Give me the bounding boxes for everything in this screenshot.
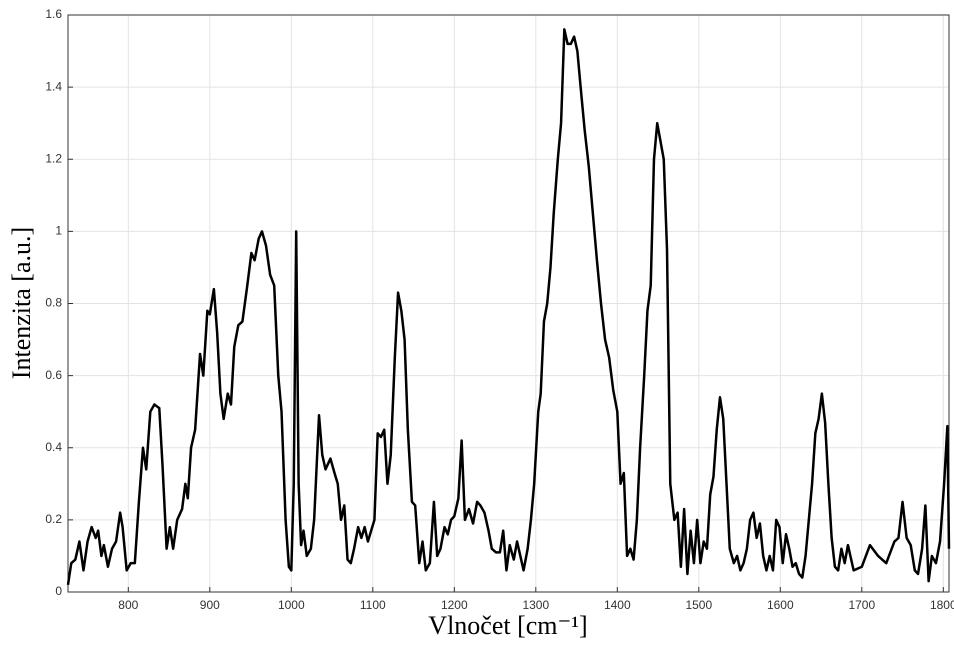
x-tick-label: 1500 (685, 598, 712, 612)
x-tick-label: 1100 (360, 598, 386, 612)
y-tick-label: 0 (55, 584, 62, 598)
y-tick-label: 1 (55, 224, 62, 238)
y-tick-label: 0.8 (45, 296, 62, 310)
x-tick-label: 900 (200, 598, 220, 612)
x-tick-label: 800 (118, 598, 138, 612)
x-tick-label: 1200 (441, 598, 468, 612)
plot-frame (67, 14, 950, 593)
y-axis-label: Intenzita [a.u.] (7, 227, 36, 379)
y-tick-label: 0.2 (45, 512, 62, 526)
y-tick-label: 1.2 (45, 151, 62, 165)
x-tick-label: 1700 (848, 598, 875, 612)
x-tick-label: 1800 (930, 598, 954, 612)
x-tick-label: 1300 (522, 598, 549, 612)
y-tick-label: 0.4 (45, 440, 62, 454)
y-tick-label: 1.6 (45, 7, 62, 21)
y-tick-label: 1.4 (45, 79, 62, 93)
x-tick-label: 1400 (604, 598, 631, 612)
x-axis-label: Vlnočet [cm⁻¹] (428, 611, 587, 640)
x-tick-label: 1600 (767, 598, 794, 612)
y-tick-label: 0.6 (45, 368, 62, 382)
x-tick-label: 1000 (278, 598, 305, 612)
spectrum-line (66, 28, 951, 585)
